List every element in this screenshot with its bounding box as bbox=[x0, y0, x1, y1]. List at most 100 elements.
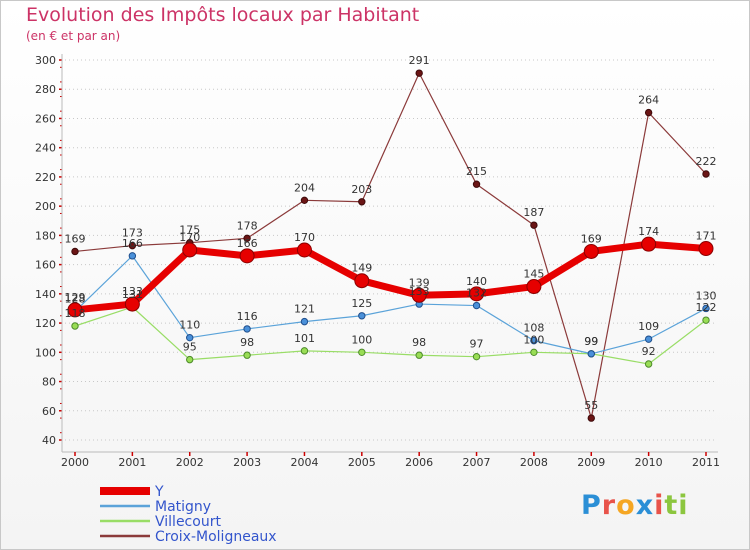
data-point bbox=[243, 351, 251, 359]
x-tick-label: 2010 bbox=[635, 456, 663, 469]
data-label: 178 bbox=[237, 219, 258, 232]
data-label: 171 bbox=[696, 230, 717, 243]
data-label: 170 bbox=[294, 231, 315, 244]
data-point bbox=[644, 108, 653, 117]
data-point bbox=[583, 243, 599, 259]
logo-letter: P bbox=[581, 490, 602, 521]
data-label: 140 bbox=[466, 275, 487, 288]
data-point bbox=[358, 348, 366, 357]
y-tick-label: 260 bbox=[35, 112, 56, 125]
data-label: 145 bbox=[523, 268, 544, 281]
data-label: 121 bbox=[294, 303, 315, 316]
legend-label: Croix-Moligneaux bbox=[155, 529, 277, 545]
data-point bbox=[526, 279, 542, 295]
data-labels: 129 133 170 166 170 149 139 140 145 169 174 171 128 1… bbox=[65, 54, 717, 412]
data-label: 130 bbox=[696, 289, 717, 302]
logo-letter: r bbox=[601, 490, 617, 521]
logo-letter: i bbox=[678, 490, 689, 521]
x-tick-label: 2008 bbox=[520, 456, 548, 469]
x-tick-label: 2005 bbox=[348, 456, 376, 469]
data-point bbox=[243, 234, 251, 243]
legend-label: Matigny bbox=[155, 499, 211, 515]
data-label: 132 bbox=[466, 287, 487, 300]
y-tick-label: 40 bbox=[42, 434, 56, 447]
data-point bbox=[469, 286, 485, 302]
data-point bbox=[530, 336, 538, 345]
data-label: 204 bbox=[294, 181, 315, 194]
y-tick-label: 160 bbox=[35, 259, 56, 272]
y-tick-label: 240 bbox=[35, 142, 56, 155]
data-label: 108 bbox=[523, 322, 544, 335]
data-label: 109 bbox=[638, 320, 659, 333]
legend-label: Y bbox=[154, 484, 164, 500]
y-tick-label: 280 bbox=[35, 83, 56, 96]
data-point bbox=[587, 414, 595, 422]
series-line-matigny bbox=[74, 255, 707, 355]
data-label: 122 bbox=[696, 301, 717, 314]
chart-subtitle: (en € et par an) bbox=[26, 29, 121, 43]
data-label: 129 bbox=[65, 291, 86, 304]
data-point bbox=[644, 335, 653, 343]
data-point bbox=[67, 302, 83, 318]
data-label: 110 bbox=[179, 319, 200, 332]
legend-label: Villecourt bbox=[155, 514, 221, 530]
x-tick-label: 2001 bbox=[118, 456, 146, 469]
data-point bbox=[530, 348, 538, 357]
data-label: 98 bbox=[412, 336, 426, 349]
data-label: 95 bbox=[183, 341, 197, 354]
logo-letter: i bbox=[654, 490, 665, 521]
data-label: 291 bbox=[409, 54, 430, 67]
data-label: 166 bbox=[237, 237, 258, 250]
y-tick-label: 220 bbox=[35, 171, 56, 184]
series-line-villecourt bbox=[74, 306, 707, 365]
data-label: 215 bbox=[466, 165, 487, 178]
data-label: 133 bbox=[122, 285, 143, 298]
data-label: 139 bbox=[409, 276, 430, 289]
x-tick-label: 2007 bbox=[463, 456, 491, 469]
y-tick-label: 140 bbox=[35, 288, 56, 301]
data-point bbox=[472, 180, 481, 188]
data-point bbox=[472, 352, 481, 361]
data-label: 92 bbox=[642, 345, 656, 358]
data-label: 170 bbox=[179, 231, 200, 244]
x-tick-label: 2009 bbox=[577, 456, 605, 469]
data-label: 203 bbox=[351, 183, 372, 196]
data-label: 125 bbox=[351, 297, 372, 310]
y-tick-label: 80 bbox=[42, 376, 56, 389]
data-point bbox=[358, 312, 366, 320]
data-point bbox=[530, 221, 538, 229]
data-label: 100 bbox=[523, 333, 544, 346]
data-label: 98 bbox=[240, 336, 254, 349]
proxiti-logo[interactable]: Proxiti bbox=[581, 490, 689, 521]
data-point bbox=[411, 287, 427, 303]
logo-letter: o bbox=[616, 490, 636, 521]
data-point bbox=[354, 273, 370, 289]
data-point bbox=[472, 301, 481, 310]
y-tick-label: 100 bbox=[35, 346, 56, 359]
data-point bbox=[702, 170, 710, 178]
data-label: 169 bbox=[581, 232, 602, 245]
data-label: 100 bbox=[351, 333, 372, 346]
data-label: 175 bbox=[179, 224, 200, 237]
data-point bbox=[128, 241, 137, 250]
data-point bbox=[71, 247, 79, 256]
data-label: 118 bbox=[65, 307, 86, 320]
y-tick-label: 180 bbox=[35, 229, 56, 242]
data-point bbox=[124, 296, 140, 312]
x-tick-label: 2003 bbox=[233, 456, 261, 469]
data-label: 187 bbox=[523, 206, 544, 219]
data-point bbox=[358, 198, 366, 206]
x-tick-label: 2004 bbox=[290, 456, 318, 469]
y-tick-label: 120 bbox=[35, 317, 56, 330]
data-point bbox=[300, 196, 309, 205]
data-point bbox=[702, 304, 710, 313]
series-line-y bbox=[74, 240, 707, 314]
data-label: 222 bbox=[696, 155, 717, 168]
data-point bbox=[644, 360, 653, 368]
data-label: 166 bbox=[122, 237, 143, 250]
data-label: 99 bbox=[584, 335, 598, 348]
data-label: 97 bbox=[470, 338, 484, 351]
